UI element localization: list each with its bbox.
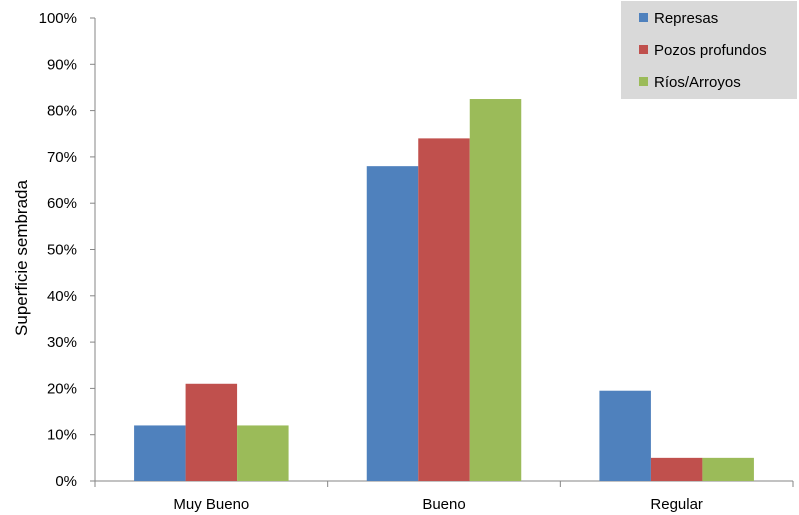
x-category-label: Bueno: [422, 496, 465, 513]
bar: [469, 99, 522, 482]
y-tick-label: 90%: [47, 56, 77, 73]
y-tick-label: 60%: [47, 195, 77, 212]
x-category-label: Regular: [650, 496, 703, 513]
bars: [134, 99, 754, 482]
bar: [366, 166, 419, 481]
legend-box: [621, 1, 797, 99]
bar: [702, 457, 754, 481]
y-axis-title: Superficie sembrada: [12, 180, 31, 336]
x-category-label: Muy Bueno: [173, 496, 249, 513]
y-tick-label: 10%: [47, 427, 77, 444]
x-axis: Muy Bueno Bueno Regular: [94, 480, 794, 513]
legend-label: Ríos/Arroyos: [654, 74, 741, 91]
legend-swatch: [639, 45, 648, 54]
bar: [418, 138, 470, 481]
y-tick-label: 100%: [39, 10, 77, 27]
y-tick-label: 20%: [47, 380, 77, 397]
y-tick-label: 50%: [47, 242, 77, 259]
legend: Represas Pozos profundos Ríos/Arroyos: [621, 1, 797, 99]
y-tick-label: 0%: [55, 473, 77, 490]
y-tick-label: 80%: [47, 103, 77, 120]
bar: [185, 383, 238, 481]
y-tick-label: 40%: [47, 288, 77, 305]
legend-label: Pozos profundos: [654, 42, 767, 59]
y-axis: 0% 10% 20% 30% 40% 50% 60% 70% 80% 90% 100%: [39, 10, 96, 490]
bar: [650, 457, 703, 481]
y-tick-label: 30%: [47, 334, 77, 351]
legend-swatch: [639, 13, 648, 22]
legend-label: Represas: [654, 10, 718, 27]
bar: [237, 425, 289, 481]
y-tick-label: 70%: [47, 149, 77, 166]
bar: [599, 390, 651, 481]
bar: [134, 425, 186, 481]
legend-swatch: [639, 77, 648, 86]
